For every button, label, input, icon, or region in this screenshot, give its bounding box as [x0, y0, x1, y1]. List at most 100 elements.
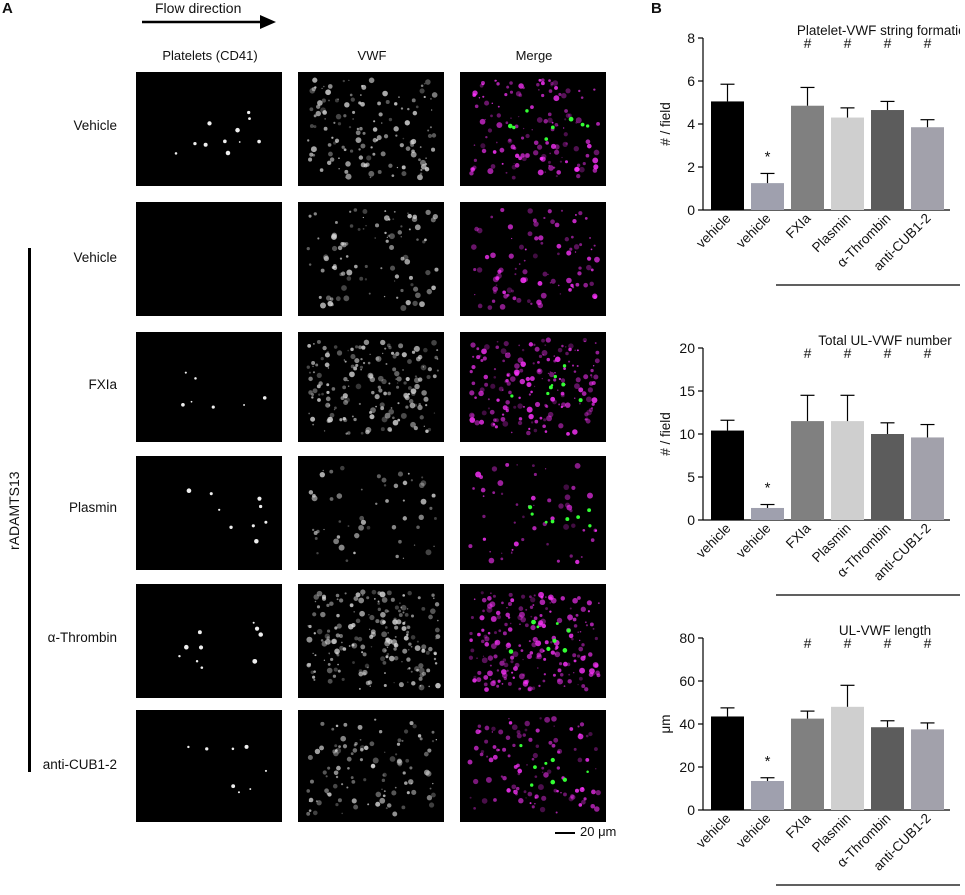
significance-mark: # [844, 345, 852, 361]
scale-bar [555, 832, 575, 834]
bar--thrombin [871, 434, 904, 520]
bar--thrombin [871, 110, 904, 210]
bar-chart-1: Platelet-VWF string formation 0 2 4 6 8 # / fi… [650, 0, 965, 309]
micrograph-vwf [298, 332, 444, 442]
micrograph-merge [460, 584, 606, 698]
panel-a-letter: A [2, 0, 13, 17]
significance-mark: * [765, 753, 771, 770]
y-axis-label: # / field [658, 412, 673, 456]
bar-fxia [791, 421, 824, 520]
significance-mark: # [884, 635, 892, 651]
micrograph-vwf [298, 710, 444, 822]
micrograph-platelets [136, 710, 282, 822]
y-tick-label: 4 [687, 116, 695, 132]
chart-title: Platelet-VWF string formation [797, 23, 960, 38]
significance-mark: # [884, 345, 892, 361]
y-tick-label: 80 [679, 630, 695, 646]
row-label: Vehicle [73, 250, 117, 265]
row-label: Vehicle [73, 118, 117, 133]
micrograph-merge [460, 456, 606, 570]
significance-mark: # [924, 35, 932, 51]
micrograph-platelets [136, 456, 282, 570]
bar--thrombin [871, 727, 904, 810]
micrograph-vwf [298, 456, 444, 570]
y-tick-label: 0 [687, 802, 695, 818]
micrograph-platelets [136, 72, 282, 186]
x-tick-label: vehicle [693, 811, 733, 851]
flow-direction-label: Flow direction [155, 0, 242, 16]
bar-plasmin [831, 706, 864, 810]
micrograph-merge [460, 202, 606, 316]
micrograph-platelets [136, 332, 282, 442]
bar-vehicle [711, 716, 744, 810]
y-tick-label: 15 [679, 383, 695, 399]
y-axis-label: μm [658, 714, 673, 733]
bar-plasmin [831, 421, 864, 520]
micrograph-merge [460, 332, 606, 442]
bar-fxia [791, 718, 824, 810]
chart-title: Total UL-VWF number [818, 333, 952, 348]
chart-title: UL-VWF length [839, 623, 931, 638]
bar-fxia [791, 105, 824, 210]
y-tick-label: 6 [687, 73, 695, 89]
column-header: Platelets (CD41) [162, 48, 258, 63]
bar-chart-3: UL-VWF length 0 20 40 60 80 μm vehicle * vehicle #… [650, 600, 965, 895]
micrograph-platelets [136, 584, 282, 698]
micrograph-platelets [136, 202, 282, 316]
scale-bar-label: 20 μm [580, 824, 617, 839]
bar-vehicle [711, 430, 744, 520]
group-label-radamts13: rADAMTS13 [6, 471, 22, 550]
significance-mark: # [884, 35, 892, 51]
micrograph-merge [460, 710, 606, 822]
bar-anti-cub1-2 [911, 127, 944, 210]
row-label: FXIa [88, 377, 117, 392]
row-label: anti-CUB1-2 [42, 757, 117, 772]
significance-mark: # [804, 345, 812, 361]
significance-mark: # [844, 635, 852, 651]
bar-vehicle [711, 101, 744, 210]
bar-plasmin [831, 117, 864, 210]
y-tick-label: 10 [679, 426, 695, 442]
y-tick-label: 60 [679, 673, 695, 689]
x-tick-label: FXIa [783, 210, 814, 241]
significance-mark: # [844, 35, 852, 51]
significance-mark: # [804, 635, 812, 651]
group-bracket-line [28, 248, 31, 772]
significance-mark: * [765, 148, 771, 165]
y-tick-label: 0 [687, 512, 695, 528]
panel-b-letter: B [651, 0, 662, 17]
row-label: α-Thrombin [47, 630, 117, 645]
y-tick-label: 2 [687, 159, 695, 175]
bar-anti-cub1-2 [911, 729, 944, 810]
x-tick-label: vehicle [693, 211, 733, 251]
micrograph-vwf [298, 584, 444, 698]
micrograph-vwf [298, 202, 444, 316]
x-tick-label: FXIa [783, 520, 814, 551]
y-tick-label: 20 [679, 340, 695, 356]
bar-vehicle [751, 507, 784, 520]
y-tick-label: 8 [687, 30, 695, 46]
x-tick-label: FXIa [783, 810, 814, 841]
bar-vehicle [751, 780, 784, 810]
y-tick-label: 0 [687, 202, 695, 218]
x-tick-label: vehicle [693, 521, 733, 561]
y-tick-label: 5 [687, 469, 695, 485]
column-header: Merge [515, 48, 553, 63]
x-tick-label: vehicle [733, 211, 773, 251]
row-label: Plasmin [68, 500, 117, 515]
significance-mark: # [804, 35, 812, 51]
flow-arrow [142, 15, 276, 29]
micrograph-vwf [298, 72, 444, 186]
bar-chart-2: Total UL-VWF number 0 5 10 15 20 # / field vehi… [650, 310, 965, 619]
y-axis-label: # / field [658, 102, 673, 146]
y-tick-label: 20 [679, 759, 695, 775]
x-tick-label: vehicle [733, 521, 773, 561]
x-tick-label: vehicle [733, 811, 773, 851]
bar-vehicle [751, 183, 784, 210]
bar-anti-cub1-2 [911, 437, 944, 520]
significance-mark: * [765, 480, 771, 497]
column-header: VWF [357, 48, 387, 63]
y-tick-label: 40 [679, 716, 695, 732]
significance-mark: # [924, 635, 932, 651]
micrograph-merge [460, 72, 606, 186]
